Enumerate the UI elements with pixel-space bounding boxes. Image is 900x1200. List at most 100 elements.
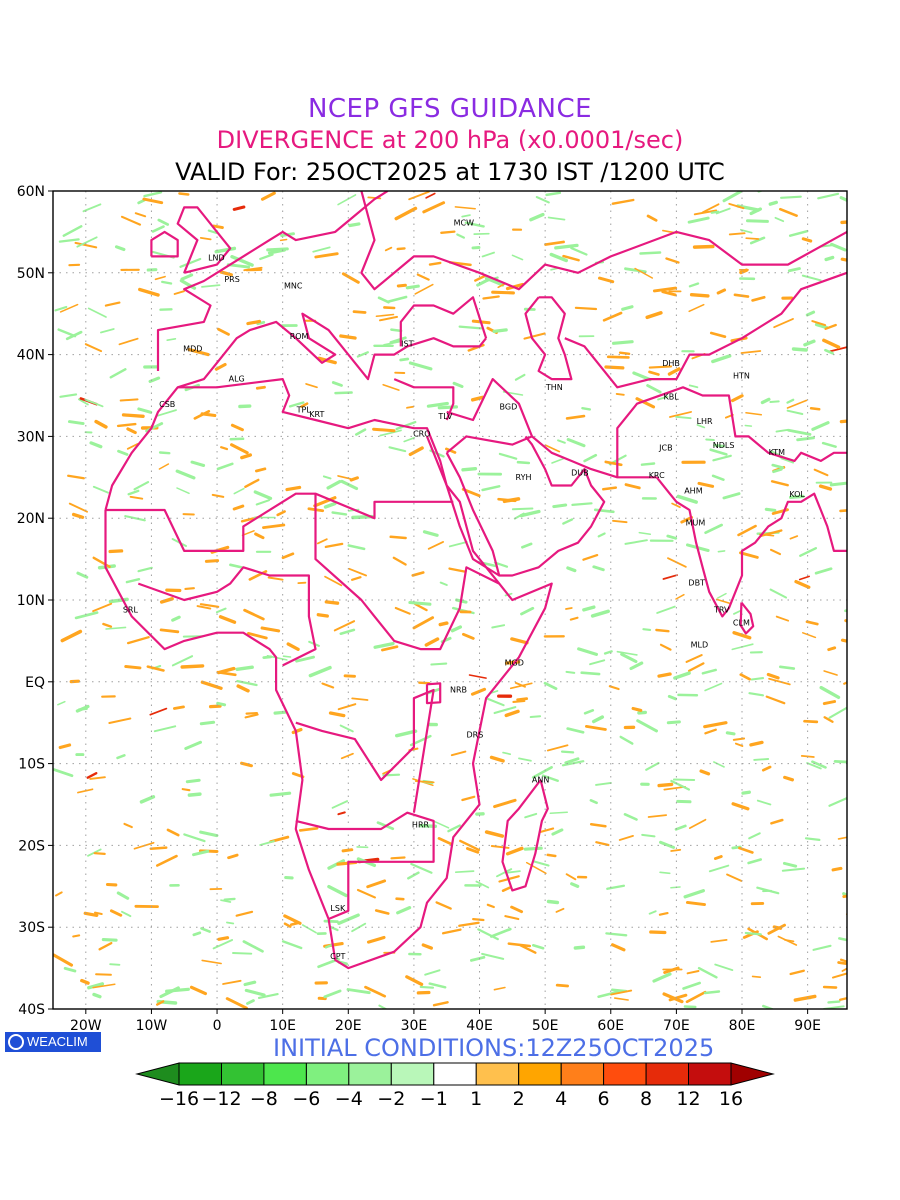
field-streak — [751, 975, 762, 978]
station-label: MLD — [691, 640, 709, 649]
field-streak — [498, 452, 518, 460]
field-streak — [323, 989, 342, 999]
field-streak — [450, 750, 467, 757]
station-label: CLM — [733, 618, 750, 627]
field-streak — [220, 899, 232, 903]
field-streak — [496, 868, 513, 878]
field-streak — [243, 980, 257, 987]
field-streak — [749, 207, 762, 216]
field-streak — [539, 827, 555, 833]
field-streak — [74, 611, 99, 620]
field-streak — [474, 274, 486, 282]
field-streak — [86, 772, 98, 779]
field-streak — [425, 192, 436, 199]
field-streak — [399, 357, 410, 362]
field-streak — [645, 762, 660, 771]
field-streak — [837, 961, 847, 965]
field-streak — [507, 942, 532, 948]
field-streak — [688, 818, 707, 829]
field-streak — [667, 694, 678, 701]
field-streak — [481, 485, 501, 492]
field-streak — [828, 796, 847, 807]
field-streak — [108, 717, 132, 724]
field-streak — [308, 665, 332, 678]
field-streak — [717, 592, 727, 599]
field-streak — [405, 284, 420, 290]
field-streak — [254, 532, 265, 540]
field-streak — [606, 884, 626, 890]
title-valid-time: VALID For: 25OCT2025 at 1730 IST /1200 U… — [175, 158, 725, 186]
station-label: TLV — [437, 412, 452, 421]
field-streak — [316, 538, 328, 545]
station-label: LSK — [330, 904, 346, 913]
field-streak — [171, 615, 181, 622]
field-streak — [744, 424, 753, 427]
field-streak — [839, 958, 847, 963]
field-streak — [602, 486, 618, 491]
field-streak — [491, 624, 506, 629]
field-streak — [680, 515, 694, 524]
field-streak — [822, 700, 837, 706]
field-streak — [722, 191, 743, 203]
field-streak — [697, 966, 718, 979]
field-streak — [321, 682, 335, 689]
field-streak — [470, 955, 486, 962]
field-streak — [715, 598, 730, 604]
field-streak — [484, 830, 505, 838]
field-streak — [230, 423, 244, 432]
lon-tick-label: 50E — [532, 1018, 559, 1034]
field-streak — [756, 886, 780, 895]
field-streak — [823, 670, 838, 676]
field-streak — [475, 880, 490, 889]
field-streak — [447, 824, 461, 833]
field-streak — [244, 713, 259, 719]
lat-tick-label: 10N — [17, 593, 45, 609]
field-streak — [366, 879, 387, 889]
colorbar-label: −12 — [201, 1088, 241, 1110]
field-streak — [179, 257, 202, 268]
field-streak — [184, 587, 195, 590]
field-streak — [435, 901, 452, 910]
colorbar-label: 12 — [676, 1088, 700, 1110]
field-streak — [774, 216, 785, 223]
field-streak — [419, 985, 435, 989]
field-streak — [244, 988, 266, 997]
field-streak — [490, 845, 510, 849]
field-streak — [710, 210, 720, 214]
field-streak — [352, 310, 367, 314]
field-streak — [290, 921, 299, 926]
field-streak — [780, 457, 795, 464]
field-streak — [76, 236, 98, 248]
field-streak — [731, 643, 754, 651]
field-streak — [269, 791, 292, 797]
lon-tick-label: 40E — [466, 1018, 493, 1034]
field-streak — [82, 203, 102, 213]
field-streak — [554, 243, 579, 250]
field-streak — [493, 798, 517, 809]
field-streak — [109, 368, 127, 379]
field-streak — [781, 867, 806, 872]
field-streak — [685, 990, 707, 1004]
field-streak — [432, 1001, 449, 1007]
field-streak — [659, 871, 671, 875]
africa-coast-outline — [104, 378, 553, 970]
field-streak — [739, 673, 751, 681]
field-streak — [422, 530, 439, 537]
uk-outline — [176, 206, 232, 274]
field-streak — [585, 725, 607, 731]
field-streak — [674, 824, 687, 831]
field-streak — [827, 646, 837, 652]
field-streak — [710, 939, 728, 943]
field-streak — [827, 1000, 841, 1004]
field-streak — [153, 725, 177, 733]
field-streak — [89, 441, 103, 449]
colorbar-box — [221, 1062, 265, 1086]
field-streak — [324, 600, 340, 605]
field-streak — [267, 576, 284, 581]
field-streak — [461, 467, 478, 472]
station-label: NDLS — [713, 441, 735, 450]
field-streak — [151, 225, 165, 233]
field-streak — [708, 864, 730, 873]
field-streak — [481, 952, 505, 960]
field-streak — [175, 469, 196, 480]
